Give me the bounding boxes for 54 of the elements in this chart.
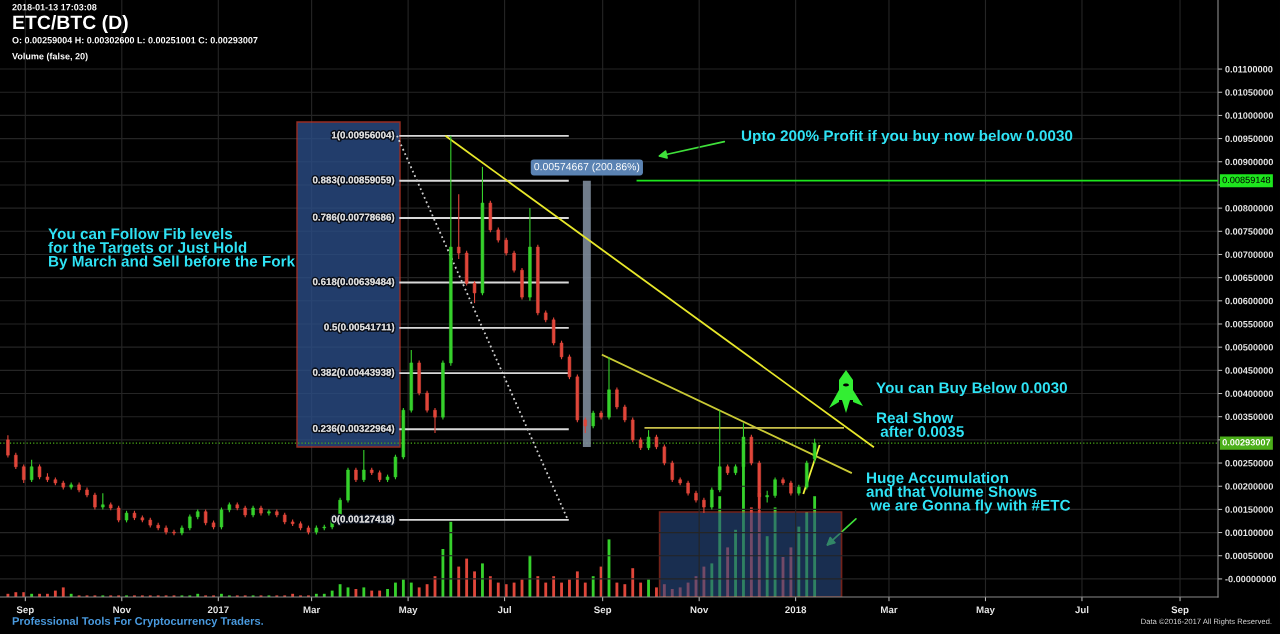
annotation: You can Follow Fib levels for the Targets or Just Hold By March and Sell before the Fork [48,228,296,270]
y-tick-label: 0.00350000 [1225,413,1273,421]
x-tick-label: 2018 [785,606,807,614]
annotation: Volume (false, 20) [12,52,88,62]
series-label: 0.786(0.00778686) [312,213,395,223]
x-tick-label: Sep [16,606,34,616]
y-tick-label: 0.00900000 [1225,158,1273,166]
x-tick-label: Nov [113,606,131,614]
series-label: 1(0.00956004) [332,131,395,141]
y-tick-label: 0.00950000 [1225,135,1273,142]
x-tick-label: 2017 [207,606,229,614]
y-tick-label: 0.00100000 [1225,529,1273,536]
x-tick-label: Sep [1171,606,1189,616]
annotation: O: 0.00259004 H: 0.00302600 L: 0.00251001 C: 0.00293007 [12,37,258,44]
y-tick-label: 0.00800000 [1225,205,1273,212]
y-tick-label: 0.00650000 [1225,274,1273,282]
series-label: 0.5(0.00541711) [324,323,395,333]
ref-line-label: 0.00293007 [1222,439,1271,446]
y-tick-label: 0.00200000 [1225,483,1273,490]
x-tick-label: May [399,606,418,616]
x-tick-label: Jul [497,606,511,614]
y-tick-label: 0.00550000 [1225,320,1273,328]
x-tick-label: Mar [303,606,321,614]
y-tick-label: -0.00000000 [1225,575,1277,583]
series-label: 0.382(0.00443938) [312,368,395,378]
y-tick-label: 0.00400000 [1225,390,1273,397]
annotation: Upto 200% Profit if you buy now below 0.0030 [741,129,1073,145]
y-tick-label: 0.01050000 [1225,89,1273,96]
x-tick-label: Mar [880,606,898,614]
y-tick-label: 0.00450000 [1225,367,1273,374]
text: ETC/BTC (D) [13,14,128,34]
series-label: 0.236(0.00322964) [312,424,395,434]
y-tick-label: 0.01000000 [1225,112,1273,119]
annotation: Huge Accumulation and that Volume Shows we are Gonna fly with #ETC [866,472,1071,514]
y-tick-label: 0.00050000 [1225,552,1273,560]
y-tick-label: 0.01100000 [1225,65,1273,73]
y-tick-label: 0.00700000 [1225,251,1273,258]
annotation: 2018-01-13 17:03:08 [12,4,97,11]
y-tick-label: 0.00150000 [1225,506,1273,513]
series-label: 0.618(0.00639484) [312,277,395,288]
annotation: Real Show after 0.0035 [877,412,964,437]
x-tick-label: May [976,606,995,616]
x-tick-label: Jul [1075,606,1089,614]
y-tick-label: 0.00250000 [1225,459,1273,467]
text: Professional Tools For Cryptocurrency Traders. [12,616,263,628]
y-tick-label: 0.00600000 [1225,297,1273,305]
x-tick-label: Sep [594,606,612,616]
data-label: 0.00574667 (200.86%) [534,162,640,173]
y-tick-label: 0.00500000 [1225,344,1273,351]
data-label: 0.00859148 [1222,176,1271,184]
x-tick-label: Nov [690,606,709,614]
y-tick-label: 0.00750000 [1225,228,1273,235]
series-label: 0.883(0.00859059) [312,176,395,186]
annotation: You can Buy Below 0.0030 [876,381,1067,397]
